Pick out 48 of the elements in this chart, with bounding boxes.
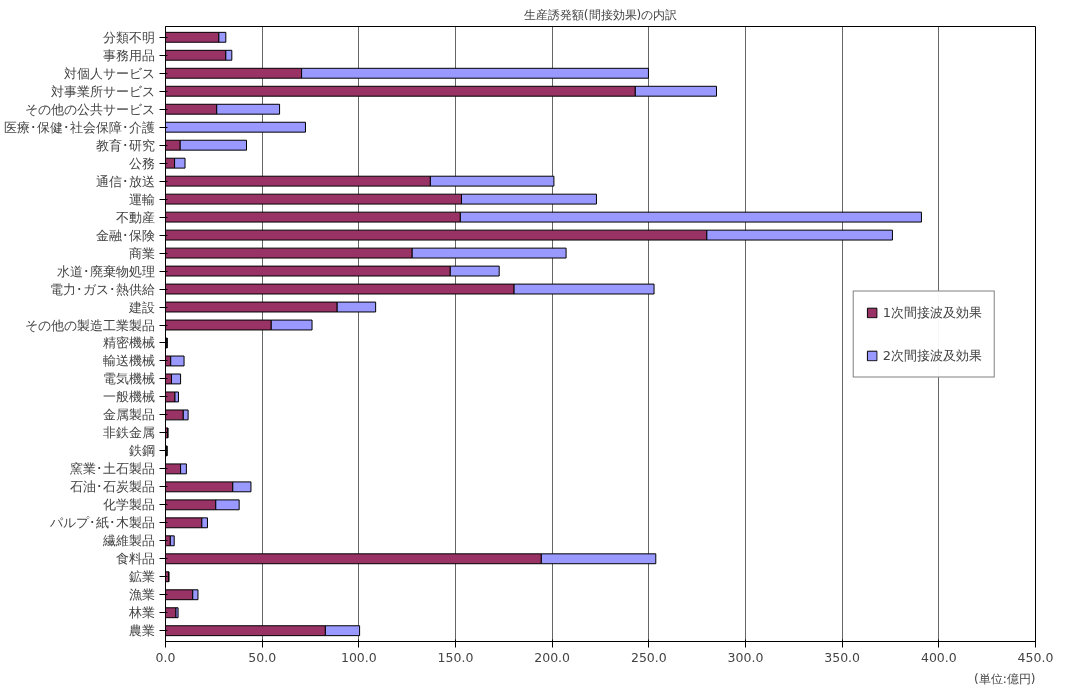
- y-tick-label: 通信･放送: [95, 173, 155, 189]
- text: (単位:億円): [974, 671, 1036, 686]
- y-tick-label: 一般機械: [102, 389, 155, 405]
- x-tick-label: 350.0: [824, 649, 861, 665]
- y-tick-label: 非鉄金属: [102, 425, 155, 441]
- y-tick-label: 不動産: [115, 209, 155, 225]
- x-tick-label: 400.0: [920, 649, 957, 665]
- y-tick-label: 対事業所サービス: [50, 83, 155, 99]
- y-tick-label: 金融･保険: [95, 227, 155, 243]
- y-tick-label: その他の公共サービス: [24, 101, 155, 117]
- y-tick-label: 運輸: [128, 191, 155, 207]
- x-tick-label: 50.0: [248, 649, 277, 665]
- y-tick-label: 金属製品: [102, 407, 155, 423]
- y-tick-label: 窯業･土石製品: [69, 461, 155, 477]
- y-tick-label: 公務: [128, 155, 155, 171]
- y-tick-label: 輸送機械: [102, 353, 155, 369]
- y-tick-label: 水道･廃棄物処理: [56, 263, 155, 279]
- y-tick-label: 石油･石炭製品: [69, 479, 155, 495]
- y-tick-label: 鉱業: [128, 569, 155, 585]
- y-tick-label: 医療･保健･社会保障･介護: [3, 119, 155, 135]
- y-tick-label: 漁業: [128, 587, 155, 603]
- x-tick-label: 300.0: [727, 649, 764, 665]
- y-tick-label: 精密機械: [102, 335, 155, 351]
- y-tick-label: 食料品: [115, 551, 155, 567]
- x-tick-label: 100.0: [340, 649, 377, 665]
- y-tick-label: 農業: [128, 623, 155, 639]
- y-tick-label: 鉄鋼: [128, 443, 155, 459]
- x-tick-label: 150.0: [437, 649, 474, 665]
- y-tick-label: 建設: [127, 299, 155, 315]
- y-tick-label: 教育･研究: [95, 137, 155, 153]
- y-tick-label: 林業: [127, 605, 155, 621]
- y-tick-label: 事務用品: [102, 47, 155, 63]
- y-tick-label: 分類不明: [102, 29, 155, 45]
- x-tick-label: 200.0: [534, 649, 571, 665]
- y-tick-label: その他の製造工業製品: [24, 317, 155, 333]
- y-tick-label: 化学製品: [102, 497, 155, 513]
- legend-label: 2次間接波及効果: [882, 346, 982, 364]
- y-tick-label: パルプ･紙･木製品: [48, 515, 155, 531]
- legend-label: 1次間接波及効果: [882, 303, 982, 321]
- y-tick-label: 電気機械: [102, 371, 155, 387]
- y-tick-label: 電力･ガス･熱供給: [49, 281, 155, 297]
- y-tick-label: 繊維製品: [101, 533, 155, 549]
- x-tick-label: 450.0: [1017, 649, 1054, 665]
- x-tick-label: 0.0: [155, 649, 176, 665]
- x-tick-label: 250.0: [630, 649, 667, 665]
- chart-title: 生産誘発額(間接効果)の内訳: [523, 7, 678, 22]
- y-tick-label: 商業: [128, 245, 155, 261]
- y-tick-label: 対個人サービス: [63, 65, 155, 81]
